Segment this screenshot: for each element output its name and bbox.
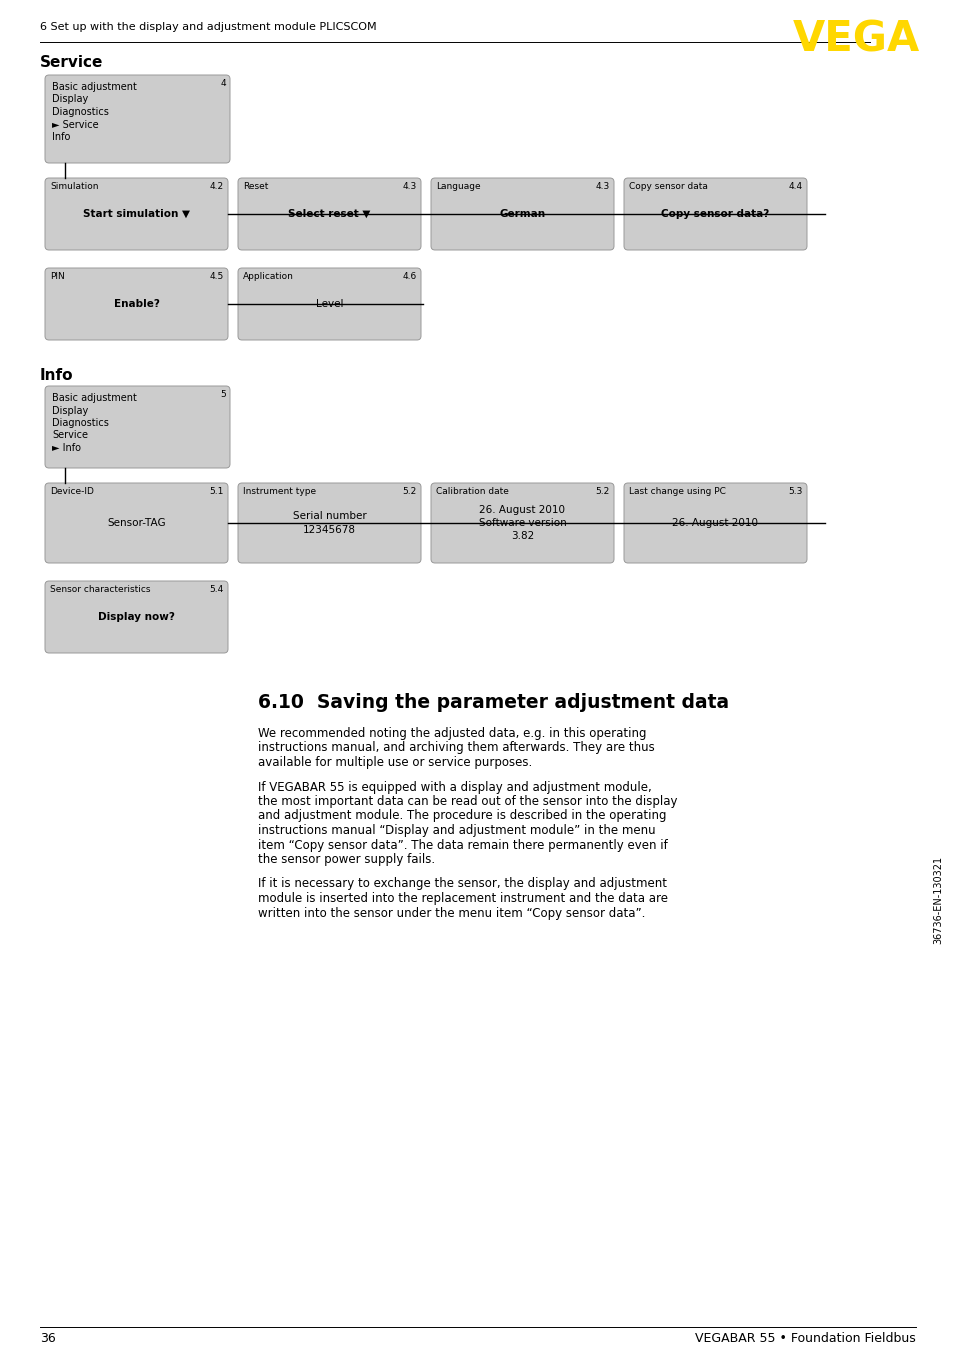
Text: German: German bbox=[499, 209, 545, 219]
Text: the most important data can be read out of the sensor into the display: the most important data can be read out … bbox=[257, 795, 677, 808]
Text: Info: Info bbox=[40, 368, 73, 383]
Text: Last change using PC: Last change using PC bbox=[628, 487, 725, 496]
Text: the sensor power supply fails.: the sensor power supply fails. bbox=[257, 853, 435, 867]
Text: 26. August 2010: 26. August 2010 bbox=[672, 519, 758, 528]
FancyBboxPatch shape bbox=[45, 483, 228, 563]
Text: Service: Service bbox=[52, 431, 88, 440]
Text: Instrument type: Instrument type bbox=[243, 487, 315, 496]
Text: Simulation: Simulation bbox=[50, 181, 98, 191]
FancyBboxPatch shape bbox=[237, 483, 420, 563]
Text: Start simulation ▼: Start simulation ▼ bbox=[83, 209, 190, 219]
Text: item “Copy sensor data”. The data remain there permanently even if: item “Copy sensor data”. The data remain… bbox=[257, 838, 667, 852]
Text: Diagnostics: Diagnostics bbox=[52, 418, 109, 428]
FancyBboxPatch shape bbox=[45, 581, 228, 653]
Text: Copy sensor data: Copy sensor data bbox=[628, 181, 707, 191]
Text: VEGABAR 55 • Foundation Fieldbus: VEGABAR 55 • Foundation Fieldbus bbox=[695, 1332, 915, 1345]
Text: 5: 5 bbox=[220, 390, 226, 399]
Text: Select reset ▼: Select reset ▼ bbox=[288, 209, 371, 219]
FancyBboxPatch shape bbox=[237, 268, 420, 340]
Text: 36736-EN-130321: 36736-EN-130321 bbox=[932, 856, 942, 944]
Text: Diagnostics: Diagnostics bbox=[52, 107, 109, 116]
Text: Copy sensor data?: Copy sensor data? bbox=[660, 209, 769, 219]
Text: 5.4: 5.4 bbox=[210, 585, 224, 594]
Text: PIN: PIN bbox=[50, 272, 65, 282]
Text: Language: Language bbox=[436, 181, 480, 191]
Text: 4.3: 4.3 bbox=[402, 181, 416, 191]
FancyBboxPatch shape bbox=[45, 386, 230, 468]
Text: 4.6: 4.6 bbox=[402, 272, 416, 282]
Text: 26. August 2010
Software version
3.82: 26. August 2010 Software version 3.82 bbox=[478, 505, 566, 542]
Text: and adjustment module. The procedure is described in the operating: and adjustment module. The procedure is … bbox=[257, 810, 666, 822]
Text: 4: 4 bbox=[220, 79, 226, 88]
FancyBboxPatch shape bbox=[623, 483, 806, 563]
Text: Level: Level bbox=[315, 299, 343, 309]
Text: Application: Application bbox=[243, 272, 294, 282]
Text: 4.3: 4.3 bbox=[595, 181, 609, 191]
Text: module is inserted into the replacement instrument and the data are: module is inserted into the replacement … bbox=[257, 892, 667, 904]
Text: 5.1: 5.1 bbox=[210, 487, 224, 496]
Text: Display now?: Display now? bbox=[98, 612, 174, 621]
Text: instructions manual, and archiving them afterwards. They are thus: instructions manual, and archiving them … bbox=[257, 742, 654, 754]
Text: Calibration date: Calibration date bbox=[436, 487, 508, 496]
Text: 4.2: 4.2 bbox=[210, 181, 224, 191]
Text: Display: Display bbox=[52, 405, 89, 416]
Text: Sensor characteristics: Sensor characteristics bbox=[50, 585, 151, 594]
Text: written into the sensor under the menu item “Copy sensor data”.: written into the sensor under the menu i… bbox=[257, 906, 644, 919]
FancyBboxPatch shape bbox=[623, 177, 806, 250]
Text: Basic adjustment: Basic adjustment bbox=[52, 83, 136, 92]
Text: 4.5: 4.5 bbox=[210, 272, 224, 282]
Text: If VEGABAR 55 is equipped with a display and adjustment module,: If VEGABAR 55 is equipped with a display… bbox=[257, 780, 651, 793]
Text: instructions manual “Display and adjustment module” in the menu: instructions manual “Display and adjustm… bbox=[257, 825, 655, 837]
Text: ► Service: ► Service bbox=[52, 119, 98, 130]
Text: VEGA: VEGA bbox=[792, 18, 919, 60]
Text: 5.3: 5.3 bbox=[788, 487, 802, 496]
Text: 6.10  Saving the parameter adjustment data: 6.10 Saving the parameter adjustment dat… bbox=[257, 693, 728, 712]
FancyBboxPatch shape bbox=[45, 74, 230, 162]
Text: 36: 36 bbox=[40, 1332, 55, 1345]
Text: 5.2: 5.2 bbox=[595, 487, 609, 496]
FancyBboxPatch shape bbox=[45, 268, 228, 340]
Text: 4.4: 4.4 bbox=[788, 181, 802, 191]
Text: We recommended noting the adjusted data, e.g. in this operating: We recommended noting the adjusted data,… bbox=[257, 727, 646, 741]
Text: If it is necessary to exchange the sensor, the display and adjustment: If it is necessary to exchange the senso… bbox=[257, 877, 666, 891]
Text: Basic adjustment: Basic adjustment bbox=[52, 393, 136, 403]
FancyBboxPatch shape bbox=[45, 177, 228, 250]
FancyBboxPatch shape bbox=[431, 177, 614, 250]
Text: Device-ID: Device-ID bbox=[50, 487, 93, 496]
Text: 5.2: 5.2 bbox=[402, 487, 416, 496]
Text: available for multiple use or service purposes.: available for multiple use or service pu… bbox=[257, 756, 532, 769]
Text: ► Info: ► Info bbox=[52, 443, 81, 454]
FancyBboxPatch shape bbox=[237, 177, 420, 250]
Text: Serial number
12345678: Serial number 12345678 bbox=[293, 512, 366, 535]
FancyBboxPatch shape bbox=[431, 483, 614, 563]
Text: Sensor-TAG: Sensor-TAG bbox=[107, 519, 166, 528]
Text: Display: Display bbox=[52, 95, 89, 104]
Text: Enable?: Enable? bbox=[113, 299, 159, 309]
Text: Reset: Reset bbox=[243, 181, 268, 191]
Text: 6 Set up with the display and adjustment module PLICSCOM: 6 Set up with the display and adjustment… bbox=[40, 22, 376, 32]
Text: Service: Service bbox=[40, 56, 103, 70]
Text: Info: Info bbox=[52, 131, 71, 142]
